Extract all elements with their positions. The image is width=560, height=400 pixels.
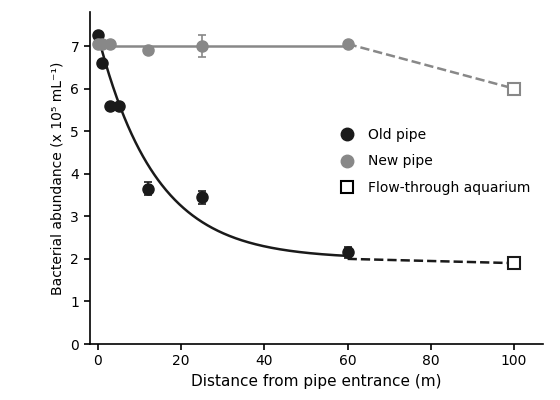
Y-axis label: Bacterial abundance (x 10⁵ mL⁻¹): Bacterial abundance (x 10⁵ mL⁻¹)	[51, 61, 65, 295]
Legend: Old pipe, New pipe, Flow-through aquarium: Old pipe, New pipe, Flow-through aquariu…	[328, 122, 536, 200]
X-axis label: Distance from pipe entrance (m): Distance from pipe entrance (m)	[191, 374, 442, 389]
